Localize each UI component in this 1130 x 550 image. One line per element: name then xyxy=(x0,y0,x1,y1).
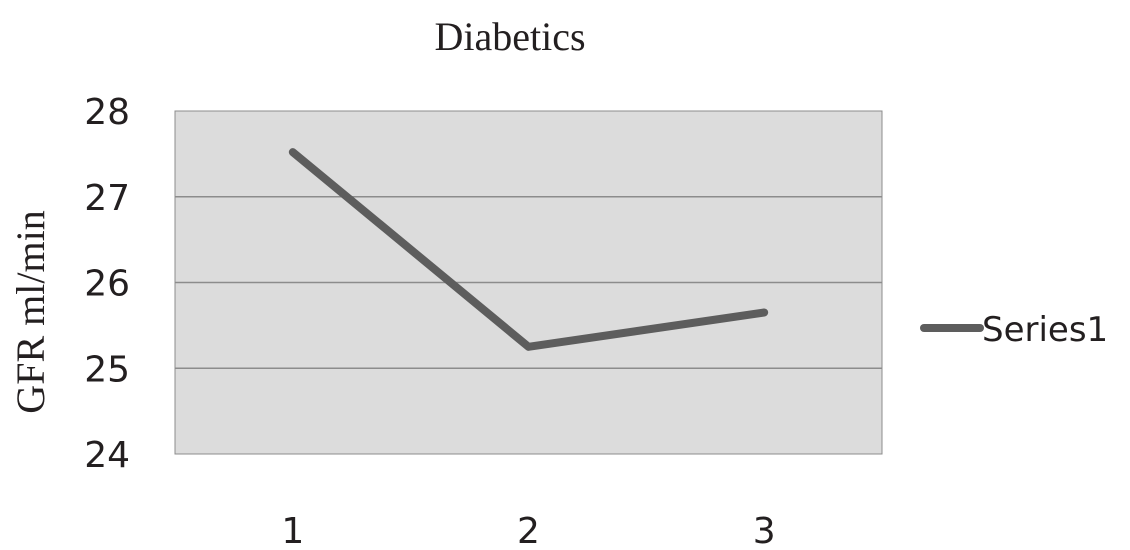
y-axis-label: GFR ml/min xyxy=(8,210,53,413)
y-tick-label: 28 xyxy=(84,92,130,133)
y-tick-label: 26 xyxy=(84,264,130,305)
x-tick-label: 2 xyxy=(517,511,540,550)
x-tick-label: 1 xyxy=(281,511,304,550)
legend: Series1 xyxy=(920,310,1108,350)
gridlines xyxy=(175,196,882,369)
y-tick-label: 25 xyxy=(84,349,130,390)
series-layer xyxy=(288,148,769,351)
y-tick-label: 24 xyxy=(84,435,130,476)
x-tick-label: 3 xyxy=(753,511,776,550)
series-line-series1 xyxy=(288,148,769,351)
y-axis-ticks: 28 27 26 25 24 xyxy=(84,92,130,476)
y-tick-label: 27 xyxy=(84,178,130,219)
legend-label-series1: Series1 xyxy=(982,310,1108,350)
x-axis-ticks: 1 2 3 xyxy=(281,511,775,550)
chart-title: Diabetics xyxy=(434,14,585,59)
